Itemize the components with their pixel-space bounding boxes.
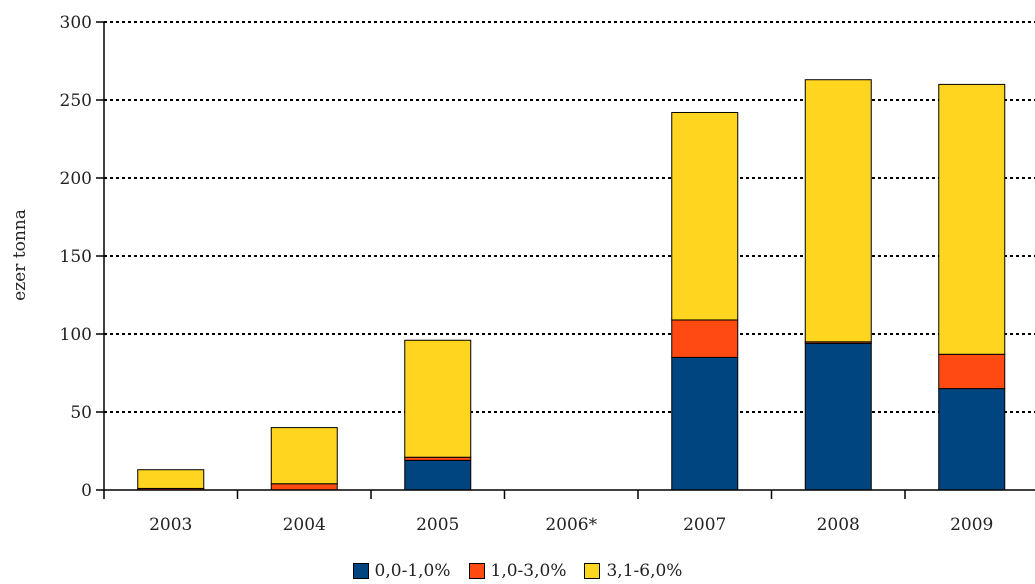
x-tick-label-1: 2004 [283,515,326,535]
y-tick-label-6: 300 [60,13,92,33]
x-tick-label-6: 2009 [950,515,993,535]
legend-label-0: 0,0-1,0% [374,561,451,581]
x-tick-label-2: 2005 [416,515,459,535]
x-tick-label-3: 2006* [545,515,597,535]
bar-2003-3,1-6,0% [137,469,205,489]
y-axis-label: ezer tonna [10,209,30,301]
bar-2007-3,1-6,0% [671,111,739,321]
legend-item-1: 1,0-3,0% [468,561,567,581]
y-tick-label-0: 0 [81,481,92,501]
x-tick-labels: 2003 2004 2005 2006* 2007 2008 2009 [149,515,993,535]
bar-2009-3,1-6,0% [938,83,1006,355]
axes [96,21,1035,499]
legend-swatch-1 [468,563,485,579]
legend-label-2: 3,1-6,0% [606,561,683,581]
bar-2009-0,0-1,0% [938,388,1006,491]
y-tick-label-2: 100 [60,325,92,345]
legend-item-0: 0,0-1,0% [352,561,451,581]
bar-2004-1,0-3,0% [270,483,338,491]
legend-swatch-2 [584,563,601,579]
x-tick-label-4: 2007 [683,515,726,535]
bars [137,79,1006,491]
bar-2008-0,0-1,0% [804,342,872,491]
bar-2004-3,1-6,0% [270,427,338,485]
y-tick-label-1: 50 [70,403,92,423]
gridlines [104,21,1035,413]
bar-2005-3,1-6,0% [404,339,472,458]
legend-swatch-0 [352,563,369,579]
legend-label-1: 1,0-3,0% [490,561,567,581]
x-tick-label-5: 2008 [817,515,860,535]
bar-2008-3,1-6,0% [804,79,872,343]
bar-2009-1,0-3,0% [938,353,1006,390]
y-tick-label-3: 150 [60,247,92,267]
y-tick-label-4: 200 [60,169,92,189]
y-tick-labels: 0 50 100 150 200 250 300 [60,13,92,501]
bar-2007-1,0-3,0% [671,319,739,358]
y-tick-label-5: 250 [60,91,92,111]
bar-2007-0,0-1,0% [671,356,739,491]
bar-2005-0,0-1,0% [404,459,472,491]
legend-item-2: 3,1-6,0% [584,561,682,581]
legend: 0,0-1,0% 1,0-3,0% 3,1-6,0% [0,560,1035,582]
stacked-bar-chart: 0 50 100 150 200 250 300 2003 2004 2005 2006* 2007… [10,13,1035,535]
x-tick-label-0: 2003 [149,515,192,535]
